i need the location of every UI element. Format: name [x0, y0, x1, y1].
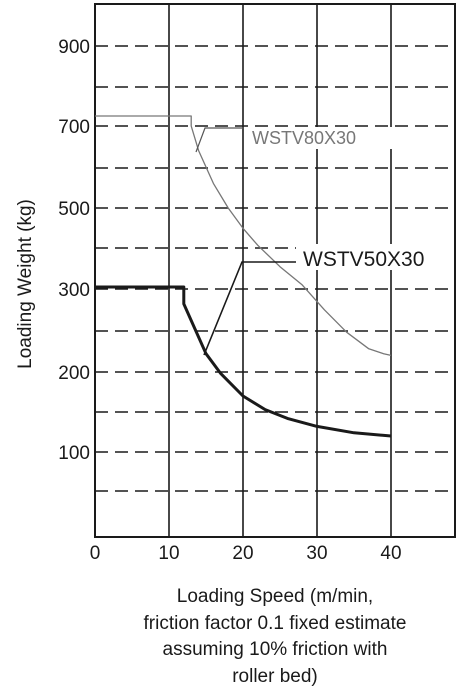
label-background	[244, 127, 392, 149]
y-tick-label: 700	[58, 117, 90, 138]
x-axis-label-line: assuming 10% friction with	[162, 639, 388, 660]
chart-series	[95, 115, 392, 438]
x-axis-label-line: friction factor 0.1 fixed estimate	[143, 612, 407, 634]
chart-grid	[94, 3, 456, 538]
x-tick-label: 40	[380, 543, 401, 564]
chart-tick-labels: 100 200 300 500 700 900 0 10 20 30 40	[58, 37, 401, 564]
chart-annotations: WSTV80X30 WSTV50X30	[195, 127, 448, 356]
x-axis-label-line: roller bed)	[232, 665, 318, 687]
x-axis-label: Loading Speed (m/min, friction factor 0.…	[95, 584, 455, 690]
y-axis-label: Loading Weight (kg)	[15, 199, 36, 369]
y-tick-label: 100	[58, 443, 90, 464]
leader-line-wstv50x30	[203, 261, 296, 356]
leader-line-wstv80x30	[195, 127, 244, 153]
x-tick-label: 0	[90, 543, 101, 564]
plot-frame	[94, 3, 456, 538]
y-tick-label: 900	[58, 37, 90, 58]
series-line-wstv50x30	[95, 285, 392, 438]
y-tick-label: 300	[58, 280, 90, 301]
series-line-wstv80x30	[95, 115, 392, 357]
x-tick-label: 30	[306, 543, 327, 564]
x-tick-label: 10	[158, 543, 179, 564]
annotation-wstv50x30: WSTV50X30	[303, 248, 424, 271]
y-tick-label: 200	[58, 363, 90, 384]
y-tick-label: 500	[58, 199, 90, 220]
x-tick-label: 20	[232, 543, 253, 564]
label-background	[296, 244, 448, 270]
annotation-wstv80x30: WSTV80X30	[252, 128, 356, 148]
x-axis-label-line: Loading Speed (m/min,	[176, 586, 374, 607]
